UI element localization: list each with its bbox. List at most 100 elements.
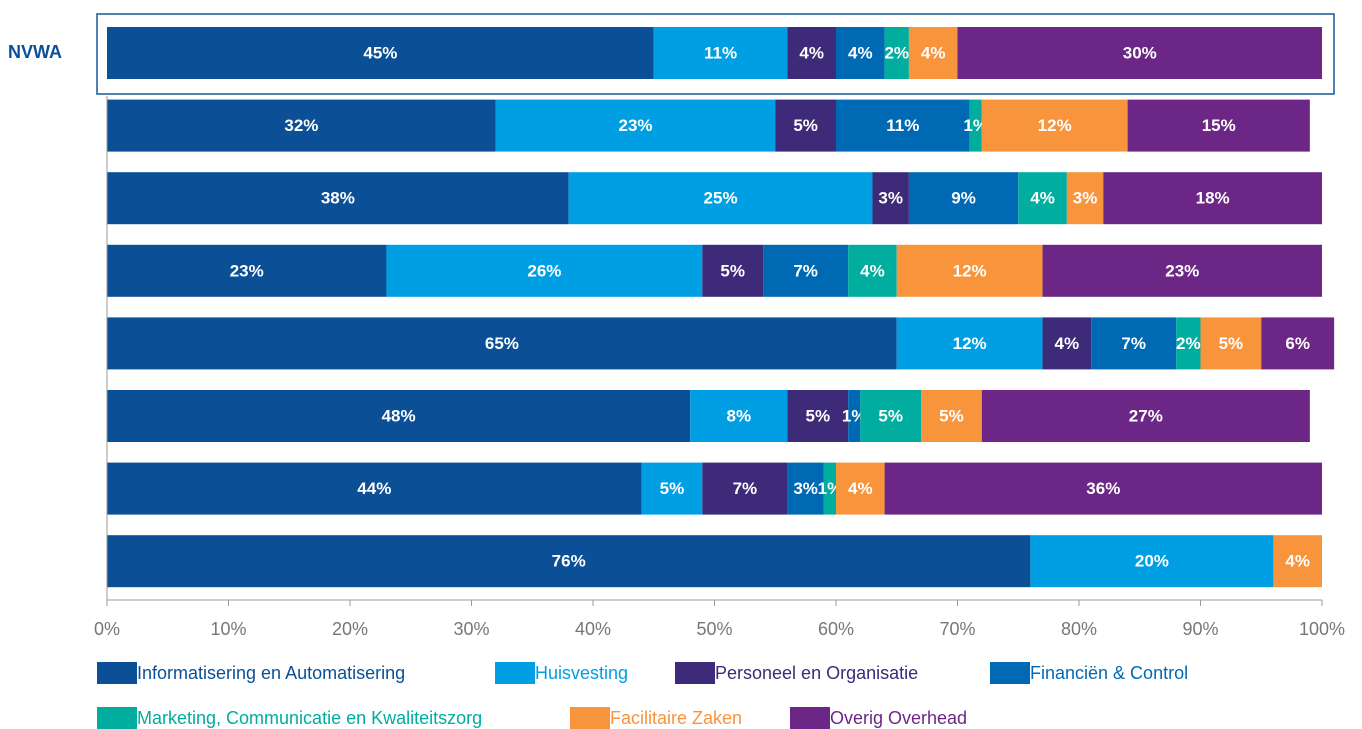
data-label: 23% — [1165, 261, 1199, 280]
data-label: 12% — [953, 261, 987, 280]
bar-segment — [1176, 317, 1201, 370]
legend-swatch — [97, 707, 137, 729]
x-tick-label: 70% — [939, 619, 975, 639]
data-label: 5% — [720, 261, 745, 280]
data-label: 30% — [1123, 43, 1157, 62]
bar-segment — [896, 317, 1043, 370]
bar-segment — [787, 462, 824, 515]
bar-segment — [107, 244, 387, 297]
highlight-box — [96, 13, 1335, 95]
data-label: 48% — [382, 406, 416, 425]
bar-segment — [787, 27, 836, 79]
bar-segment — [896, 244, 1043, 297]
data-label: 5% — [805, 406, 830, 425]
data-label: 8% — [727, 406, 752, 425]
bar-segment — [107, 99, 496, 152]
bar-segment — [872, 172, 909, 225]
bar-segment — [836, 99, 970, 152]
data-label: 5% — [793, 116, 818, 135]
data-label: 38% — [321, 189, 355, 208]
bar-segment — [1091, 317, 1177, 370]
x-tick-label: 0% — [94, 619, 120, 639]
data-label: 65% — [485, 334, 519, 353]
data-label: 4% — [848, 43, 873, 62]
data-label: 4% — [921, 43, 946, 62]
bar-segment — [568, 172, 873, 225]
bar-segment — [1018, 172, 1067, 225]
data-label: 4% — [1285, 552, 1310, 571]
bar-segment — [775, 99, 836, 152]
bar-segment — [107, 535, 1031, 588]
data-label: 11% — [704, 43, 737, 62]
bar-segment — [884, 462, 1322, 515]
legend-label: Facilitaire Zaken — [610, 708, 742, 728]
bar-segment — [386, 244, 703, 297]
data-label: 7% — [1121, 334, 1146, 353]
bar-segment — [921, 390, 982, 442]
bar-segment — [908, 172, 1019, 225]
bar-segment — [1261, 317, 1335, 370]
bar-segment — [836, 27, 885, 79]
data-label: 15% — [1202, 116, 1236, 135]
bar-segment — [107, 462, 642, 515]
data-label: 44% — [357, 479, 391, 498]
legend-label: Marketing, Communicatie en Kwaliteitszor… — [137, 708, 482, 728]
data-label: 23% — [230, 261, 264, 280]
bar-segment — [823, 462, 836, 515]
data-label: 11% — [886, 116, 919, 135]
bar-segment — [495, 99, 776, 152]
data-label: 27% — [1129, 406, 1163, 425]
bar-segment — [969, 99, 982, 152]
bar-segment — [641, 462, 703, 515]
x-tick-label: 30% — [453, 619, 489, 639]
x-tick-label: 10% — [210, 619, 246, 639]
data-label: 4% — [1055, 334, 1080, 353]
data-label: 6% — [1285, 334, 1310, 353]
data-label: 7% — [793, 261, 818, 280]
data-label: 20% — [1135, 552, 1169, 571]
bar-segment — [1030, 535, 1274, 588]
legend-swatch — [495, 662, 535, 684]
legend-label: Financiën & Control — [1030, 663, 1188, 683]
data-label: 76% — [552, 552, 586, 571]
data-label: 4% — [799, 43, 824, 62]
data-label: 4% — [1030, 189, 1055, 208]
data-label: 3% — [878, 189, 903, 208]
x-tick-label: 60% — [818, 619, 854, 639]
bar-segment — [1042, 317, 1092, 370]
bar-segment — [884, 27, 909, 79]
data-label: 18% — [1196, 189, 1230, 208]
data-label: 5% — [1219, 334, 1244, 353]
bar-segment — [787, 390, 849, 442]
legend-swatch — [675, 662, 715, 684]
bar-segment — [107, 317, 897, 370]
bar-segment — [836, 462, 885, 515]
legend-label: Informatisering en Automatisering — [137, 663, 405, 683]
legend-swatch — [790, 707, 830, 729]
data-label: 2% — [884, 43, 909, 62]
data-label: 25% — [704, 189, 738, 208]
data-label: 36% — [1086, 479, 1120, 498]
data-label: 9% — [951, 189, 976, 208]
data-label: 23% — [619, 116, 653, 135]
bar-segment — [981, 99, 1128, 152]
bar-segment — [860, 390, 922, 442]
data-label: 26% — [527, 261, 561, 280]
x-tick-label: 100% — [1299, 619, 1345, 639]
legend-swatch — [990, 662, 1030, 684]
x-tick-label: 40% — [575, 619, 611, 639]
data-label: 7% — [733, 479, 758, 498]
data-label: 2% — [1176, 334, 1201, 353]
data-label: 5% — [660, 479, 685, 498]
data-label: 4% — [860, 261, 885, 280]
bar-segment — [1066, 172, 1104, 225]
data-label: 3% — [1073, 189, 1098, 208]
bar-segment — [1103, 172, 1322, 225]
bar-segment — [702, 244, 764, 297]
x-tick-label: 90% — [1182, 619, 1218, 639]
bar-segment — [702, 462, 788, 515]
bar-segment — [957, 27, 1322, 79]
bar-segment — [1273, 535, 1322, 588]
data-label: 12% — [1038, 116, 1072, 135]
